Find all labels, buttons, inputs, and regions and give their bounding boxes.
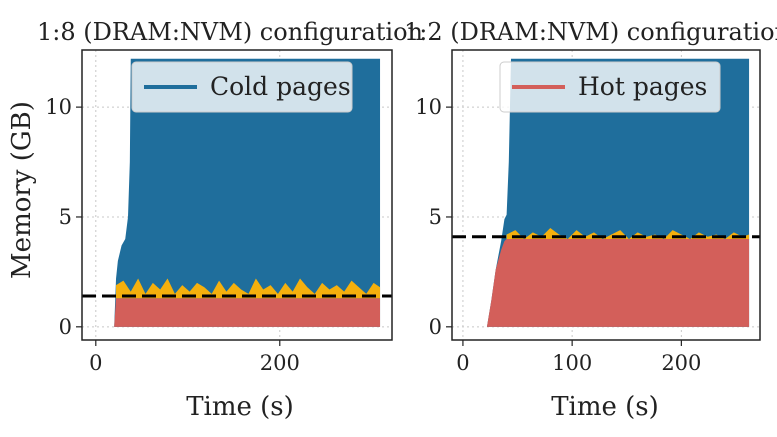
series-area-cold-pages: [95, 58, 381, 327]
left-x-axis-label: Time (s): [186, 392, 294, 422]
right-panel-title: 1:2 (DRAM:NVM) configuration: [404, 18, 777, 46]
y-tick-label: 5: [429, 205, 442, 229]
x-tick-label: 200: [260, 351, 300, 375]
series-area-hot-page-fluctuation: [506, 227, 750, 239]
x-tick-label: 200: [661, 351, 701, 375]
plot-frame: [81, 49, 393, 341]
y-tick-label: 5: [59, 205, 72, 229]
series-area-hot-pages: [462, 238, 750, 327]
right-panel: 1:2 (DRAM:NVM) configuration Time (s) 0 1…: [404, 18, 777, 422]
x-tick-label: 0: [89, 351, 102, 375]
y-tick-label: 10: [45, 95, 72, 119]
x-tick-label: 0: [456, 351, 469, 375]
left-panel-title: 1:8 (DRAM:NVM) configuration: [37, 18, 423, 46]
y-tick-label: 0: [59, 315, 72, 339]
series-area-hot-page-fluctuation: [116, 278, 381, 299]
legend-label: Cold pages: [210, 72, 351, 101]
legend-label: Hot pages: [578, 72, 707, 101]
series-area-hot-pages: [95, 298, 381, 327]
legend-box: [499, 61, 721, 113]
left-panel: 1:8 (DRAM:NVM) configuration Time (s) Me…: [7, 18, 423, 422]
x-tick-label: 100: [552, 351, 592, 375]
y-tick-label: 0: [429, 315, 442, 339]
y-tick-label: 10: [415, 95, 442, 119]
legend-box: [131, 61, 353, 113]
right-x-axis-label: Time (s): [551, 392, 659, 422]
plot-frame: [451, 49, 761, 341]
left-y-axis-label: Memory (GB): [7, 101, 37, 279]
